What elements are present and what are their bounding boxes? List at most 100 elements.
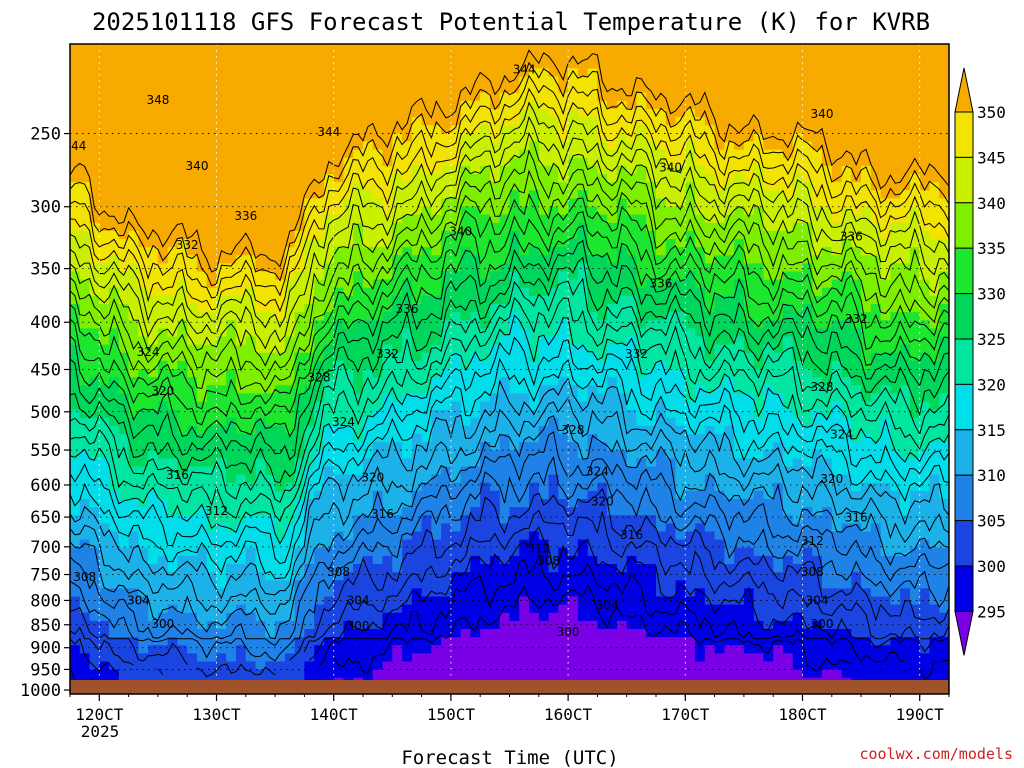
colorbar-tick-label: 335 [977, 239, 1006, 258]
contour-band-cell [714, 190, 725, 224]
contour-band-cell [363, 458, 374, 516]
contour-band-cell [99, 458, 110, 524]
contour-label: 320 [151, 384, 174, 398]
contour-band-cell [577, 157, 589, 191]
contour-band-cell [148, 247, 159, 297]
x-tick-label: 190CT [896, 705, 945, 724]
contour-band-cell [226, 369, 237, 419]
contour-band-cell [304, 352, 315, 386]
contour-band-cell [187, 425, 198, 468]
contour-band-cell [763, 555, 774, 630]
contour-band-cell [363, 629, 374, 694]
contour-line-308 [70, 431, 949, 647]
contour-band-cell [636, 458, 647, 516]
contour-band-cell [148, 564, 159, 622]
contour-band-cell [734, 458, 745, 500]
contour-band-cell [167, 458, 179, 516]
contour-band-cell [372, 320, 384, 378]
contour-label: 320 [820, 472, 843, 486]
contour-band-cell [323, 377, 335, 427]
contour-band-cell [89, 507, 100, 549]
contour-band-cell [568, 344, 579, 386]
contour-band-cell [851, 637, 862, 694]
contour-band-cell [831, 474, 843, 533]
contour-band-cell [851, 214, 862, 248]
contour-band-cell [695, 214, 706, 248]
contour-band-cell [812, 450, 823, 516]
contour-band-cell [607, 344, 618, 378]
contour-band-cell [441, 198, 452, 232]
contour-band-cell [909, 547, 921, 606]
contour-band-cell [704, 263, 716, 313]
contour-band-cell [890, 352, 901, 394]
contour-band-cell [519, 76, 530, 110]
contour-band-cell [392, 515, 403, 573]
contour-labels: 348 344 344 344 340 340 340 340 336 336 336 336 332 3… [70, 62, 868, 638]
contour-label: 312 [205, 504, 228, 518]
contour-band-cell [939, 393, 949, 443]
contour-band-cell [548, 206, 559, 248]
contour-band-cell [929, 442, 940, 476]
contour-band-cell [255, 312, 266, 354]
contour-band-cell [109, 588, 120, 638]
contour-band-cell [255, 271, 266, 313]
contour-band-cell [284, 385, 296, 435]
contour-band-cell [607, 515, 618, 565]
contour-band-cell [284, 279, 296, 338]
contour-band-cell [421, 442, 432, 484]
contour-band-cell [587, 490, 598, 557]
contour-band-cell [773, 149, 784, 191]
contour-band-cell [861, 531, 872, 589]
contour-band-cell [734, 336, 745, 394]
contour-band-cell [587, 312, 598, 354]
contour-band-cell [734, 547, 745, 606]
contour-line-332 [70, 211, 949, 426]
contour-band-cell [392, 572, 403, 614]
contour-band-cell [577, 117, 589, 159]
x-tick-label: 150CT [427, 705, 476, 724]
contour-band-cell [196, 434, 208, 468]
contour-band-cell [118, 304, 130, 354]
contour-band-cell [646, 44, 657, 110]
contour-band-cell [909, 637, 921, 694]
contour-band-cell [909, 174, 921, 208]
contour-band-cell [333, 287, 345, 321]
contour-band-cell [568, 157, 579, 199]
contour-band-cell [489, 393, 501, 451]
contour-band-cell [333, 182, 345, 216]
contour-band-cell [460, 247, 472, 321]
contour-band-cell [402, 328, 413, 394]
contour-label: 324 [586, 464, 609, 478]
contour-band-cell [372, 564, 384, 630]
contour-band-cell [734, 44, 745, 151]
contour-band-cell [831, 320, 843, 362]
contour-band-cell [70, 596, 81, 646]
contour-band-cell [695, 287, 706, 338]
contour-line-300 [70, 526, 949, 675]
contour-band-cell [763, 499, 774, 557]
contour-band-cell [411, 588, 423, 654]
contour-band-cell [607, 629, 618, 694]
contour-band-cell [558, 320, 569, 378]
contour-band-cell [665, 417, 677, 459]
contour-label: 324 [332, 415, 355, 429]
contour-band-cell [372, 377, 384, 411]
contour-band-cell [861, 312, 872, 370]
contour-band-cell [763, 279, 774, 321]
contour-band-cell [392, 174, 403, 224]
contour-band-cell [636, 125, 647, 167]
contour-band-cell [441, 369, 452, 411]
contour-label: 328 [308, 370, 331, 384]
contour-band-cell [275, 620, 286, 663]
contour-band-cell [743, 44, 755, 143]
contour-band-cell [343, 620, 354, 694]
contour-band-cell [616, 572, 628, 622]
contour-band-cell [148, 450, 159, 492]
contour-band-cell [245, 434, 257, 484]
contour-band-cell [109, 287, 120, 329]
contour-band-cell [157, 612, 169, 646]
contour-band-cell [773, 620, 784, 646]
y-tick-label: 600 [30, 476, 61, 496]
contour-band-cell [773, 572, 784, 622]
contour-band-cell [421, 393, 432, 443]
